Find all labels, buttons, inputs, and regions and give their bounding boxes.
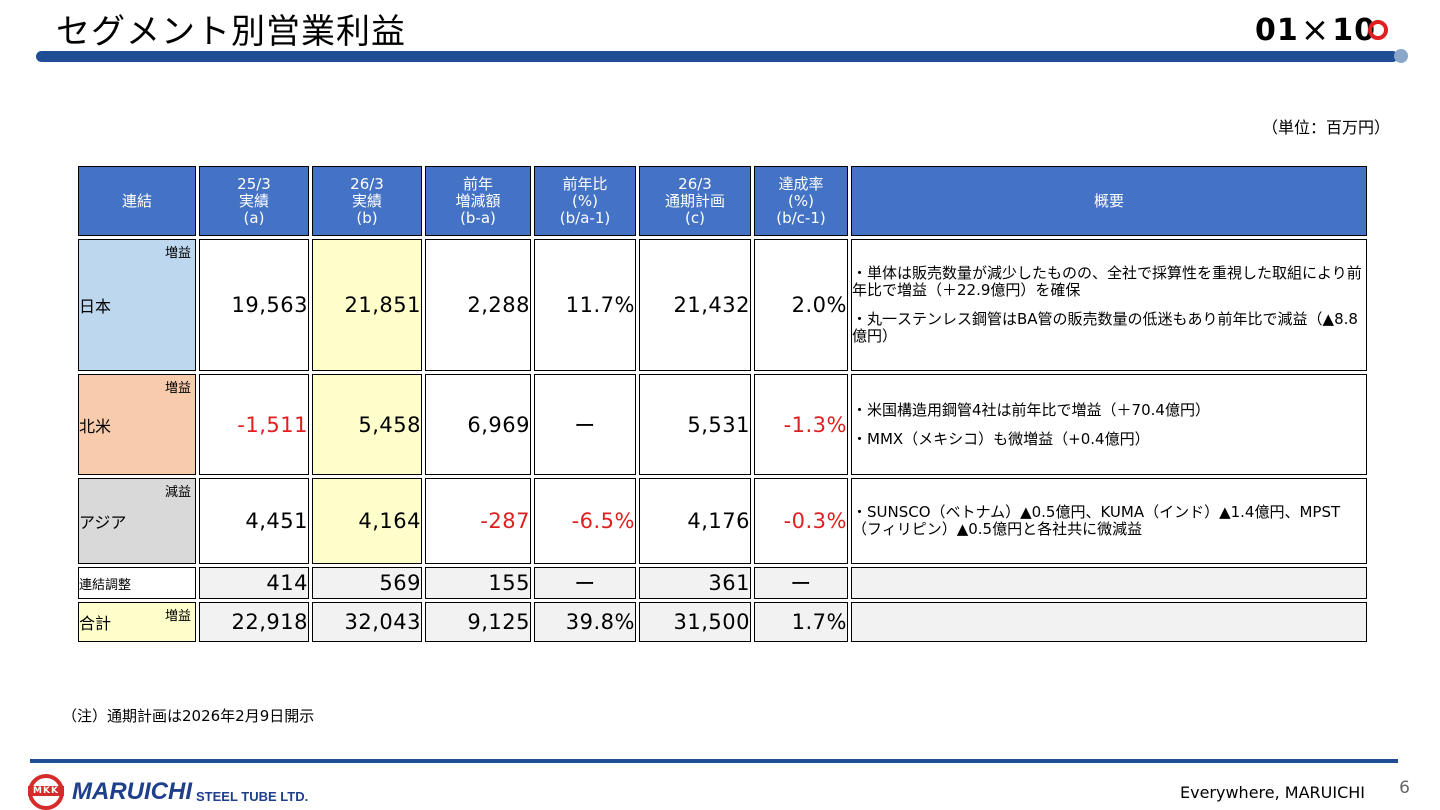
header-yoy-percent: 前年比 (%) (b/a-1): [534, 166, 636, 236]
cell-plan: 21,432: [639, 239, 751, 371]
profit-tag: 増益: [164, 381, 191, 396]
segment-profit-table: 連結 25/3 実績 (a) 26/3 実績 (b) 前年 増減額 (b-a) 前年比 (%)…: [75, 163, 1370, 645]
table-row-japan: 増益日本 19,563 21,851 2,288 11.7% 21,432 2.…: [78, 239, 1367, 371]
cell-rate: ー: [754, 567, 848, 599]
summary-line: ・単体は販売数量が減少したものの、全社で採算性を重視した取組により前年比で増益（…: [852, 264, 1362, 299]
summary-line: ・丸一ステンレス鋼管はBA管の販売数量の低迷もあり前年比で減益（▲8.8億円）: [852, 310, 1358, 345]
cell-fy26: 4,164: [312, 478, 422, 564]
table-row-asia: 減益アジア 4,451 4,164 -287 -6.5% 4,176 -0.3%…: [78, 478, 1367, 564]
cell-plan: 361: [639, 567, 751, 599]
cell-fy26: 21,851: [312, 239, 422, 371]
region-label: 日本: [79, 297, 112, 316]
table-row-north-america: 増益北米 -1,511 5,458 6,969 ー 5,531 -1.3% ・米…: [78, 374, 1367, 475]
mkk-mark-icon: MKK: [28, 774, 64, 810]
header-consolidated: 連結: [78, 166, 196, 236]
cell-plan: 5,531: [639, 374, 751, 475]
cell-diff: 2,288: [425, 239, 531, 371]
company-name: MARUICHI: [72, 778, 192, 805]
region-north-america: 増益北米: [78, 374, 196, 475]
cell-plan: 31,500: [639, 602, 751, 642]
brand-logo: 01 × 10: [1255, 10, 1388, 50]
cell-diff: 155: [425, 567, 531, 599]
region-adjustment: 連結調整: [78, 567, 196, 599]
header-achievement-rate: 達成率 (%) (b/c-1): [754, 166, 848, 236]
company-sub: STEEL TUBE LTD.: [196, 788, 309, 804]
unit-note: （単位：百万円）: [1261, 118, 1390, 137]
footnote: （注）通期計画は2026年2月9日開示: [62, 707, 315, 725]
summary-asia: ・SUNSCO（ベトナム）▲0.5億円、KUMA（インド）▲1.4億円、MPST…: [851, 478, 1367, 564]
tagline: Everywhere, MARUICHI: [1180, 783, 1365, 802]
header-fy26-actual: 26/3 実績 (b): [312, 166, 422, 236]
summary-japan: ・単体は販売数量が減少したものの、全社で採算性を重視した取組により前年比で増益（…: [851, 239, 1367, 371]
profit-tag: 増益: [164, 609, 191, 624]
header-divider-dot: [1394, 49, 1408, 63]
cell-fy25: 4,451: [199, 478, 309, 564]
cell-diff: 9,125: [425, 602, 531, 642]
cell-rate: -0.3%: [754, 478, 848, 564]
cell-fy26: 5,458: [312, 374, 422, 475]
cell-fy25: 19,563: [199, 239, 309, 371]
cell-plan: 4,176: [639, 478, 751, 564]
cell-rate: 1.7%: [754, 602, 848, 642]
header-fy26-plan: 26/3 通期計画 (c): [639, 166, 751, 236]
summary-line: ・米国構造用鋼管4社は前年比で増益（＋70.4億円）: [852, 400, 1210, 419]
summary-line: ・SUNSCO（ベトナム）▲0.5億円、KUMA（インド）▲1.4億円、MPST…: [852, 503, 1341, 538]
page-title: セグメント別営業利益: [56, 12, 406, 52]
brand-right: 10: [1332, 12, 1376, 48]
mkk-mark-text: MKK: [28, 786, 64, 796]
cell-rate: 2.0%: [754, 239, 848, 371]
brand-circle-icon: [1368, 20, 1388, 40]
cell-yoy: 39.8%: [534, 602, 636, 642]
cell-yoy: ー: [534, 374, 636, 475]
cell-rate: -1.3%: [754, 374, 848, 475]
profit-tag: 増益: [164, 246, 191, 261]
company-logo: MKK MARUICHI STEEL TUBE LTD.: [28, 774, 308, 810]
brand-cross: ×: [1300, 10, 1331, 50]
brand-left: 01: [1255, 12, 1299, 48]
cell-fy26: 569: [312, 567, 422, 599]
region-japan: 増益日本: [78, 239, 196, 371]
header-summary: 概要: [851, 166, 1367, 236]
header-fy25-actual: 25/3 実績 (a): [199, 166, 309, 236]
region-total: 増益 合計: [78, 602, 196, 642]
region-label: アジア: [79, 513, 127, 532]
cell-diff: 6,969: [425, 374, 531, 475]
header-divider: [36, 51, 1398, 62]
table-row-adjustment: 連結調整 414 569 155 ー 361 ー: [78, 567, 1367, 599]
cell-yoy: ー: [534, 567, 636, 599]
cell-fy25: 414: [199, 567, 309, 599]
cell-fy25: 22,918: [199, 602, 309, 642]
region-label: 北米: [79, 416, 112, 436]
cell-fy26: 32,043: [312, 602, 422, 642]
region-label: 合計: [79, 614, 112, 633]
region-asia: 減益アジア: [78, 478, 196, 564]
header-yoy-change: 前年 増減額 (b-a): [425, 166, 531, 236]
cell-diff: -287: [425, 478, 531, 564]
cell-yoy: -6.5%: [534, 478, 636, 564]
summary-total: [851, 602, 1367, 642]
page-number: 6: [1399, 778, 1410, 798]
profit-tag: 減益: [164, 485, 191, 500]
cell-fy25: -1,511: [199, 374, 309, 475]
summary-north-america: ・米国構造用鋼管4社は前年比で増益（＋70.4億円） ・MMX（メキシコ）も微増…: [851, 374, 1367, 475]
summary-adjustment: [851, 567, 1367, 599]
table-header-row: 連結 25/3 実績 (a) 26/3 実績 (b) 前年 増減額 (b-a) 前年比 (%)…: [78, 166, 1367, 236]
cell-yoy: 11.7%: [534, 239, 636, 371]
summary-line: ・MMX（メキシコ）も微増益（+0.4億円）: [852, 429, 1150, 448]
footer-divider: [30, 759, 1398, 763]
table-row-total: 増益 合計 22,918 32,043 9,125 39.8% 31,500 1.…: [78, 602, 1367, 642]
